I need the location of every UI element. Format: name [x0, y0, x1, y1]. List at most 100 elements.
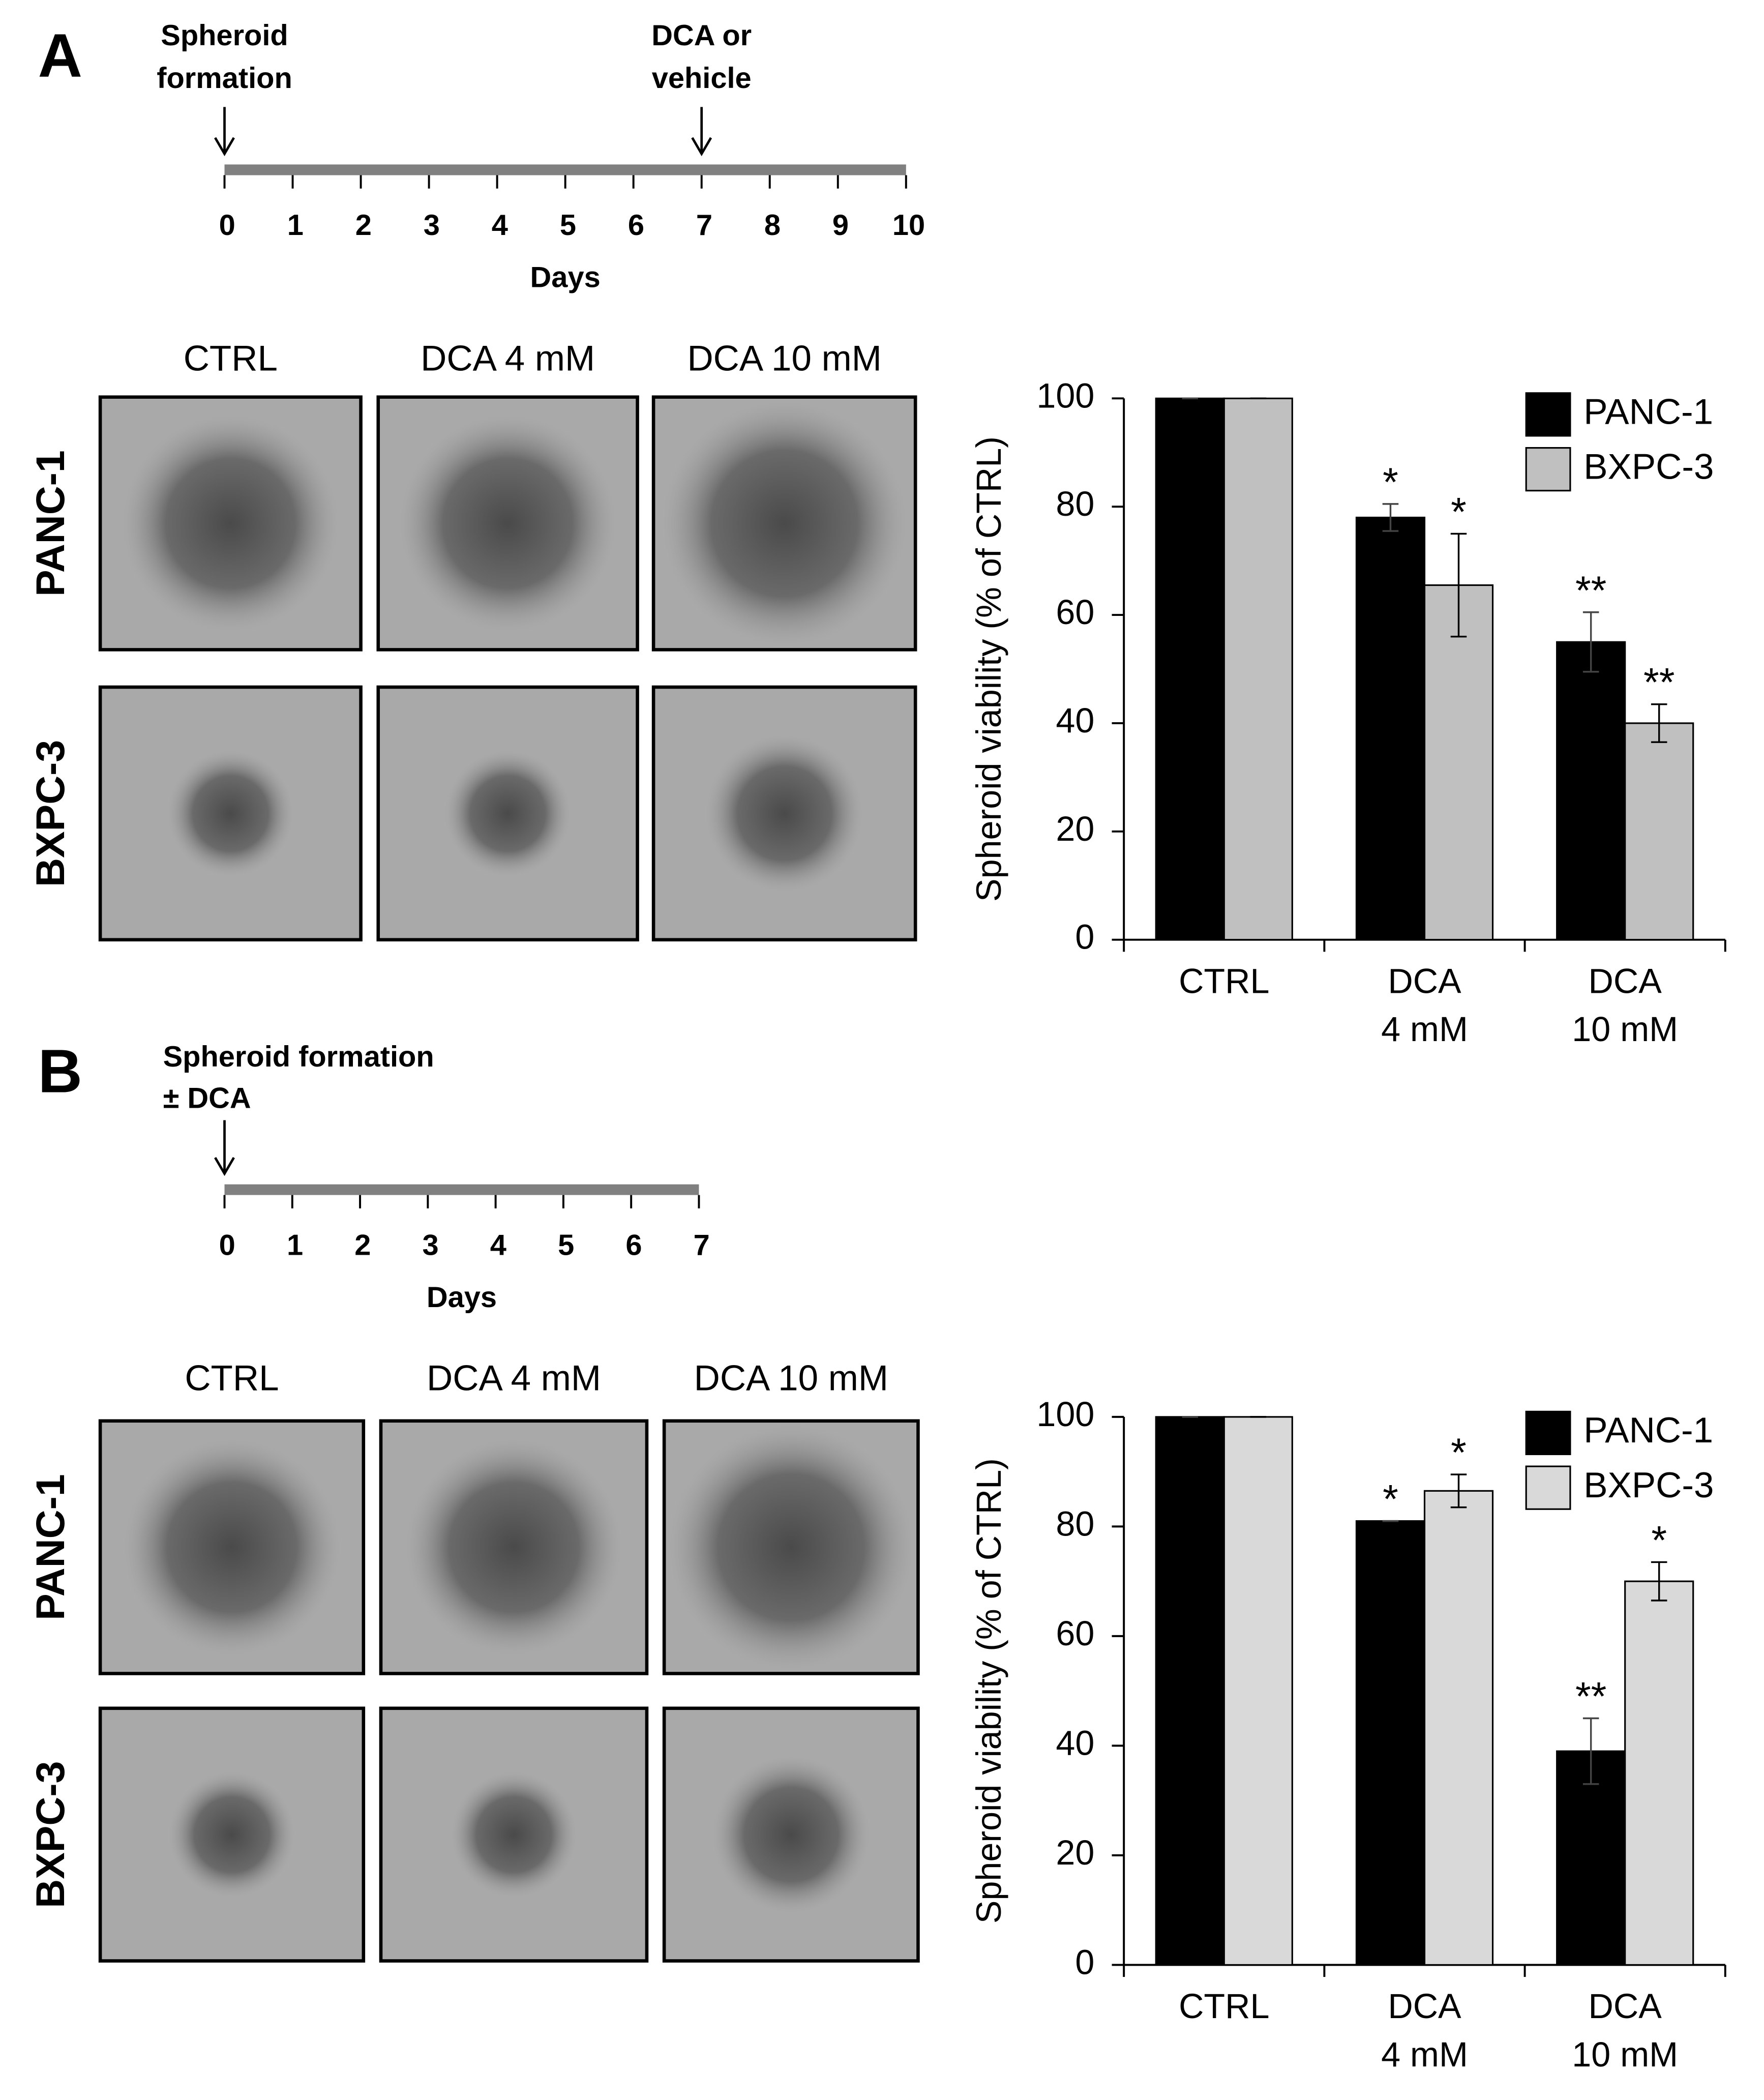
- event-label: DCA or: [651, 19, 752, 52]
- timeline-tick-label: 9: [832, 209, 849, 242]
- event-label: ± DCA: [163, 1082, 251, 1114]
- y-tick-label: 0: [1075, 918, 1094, 957]
- legend-swatch: [1525, 1410, 1571, 1456]
- x-tick-label: DCA: [1589, 1987, 1662, 2026]
- micrograph: [98, 1419, 366, 1675]
- error-bar: [1651, 1561, 1667, 1602]
- spheroid: [169, 1772, 294, 1898]
- micrograph: [376, 395, 639, 652]
- error-bar: [1450, 1473, 1467, 1509]
- significance-label: *: [1451, 1430, 1467, 1475]
- y-axis-label: Spheroid viability (% of CTRL): [970, 1458, 1008, 1924]
- bar: [1624, 1580, 1694, 1966]
- micrograph: [98, 685, 363, 941]
- micrograph: [98, 1706, 366, 1963]
- x-tick-label: 10 mM: [1572, 1010, 1678, 1049]
- spheroid: [713, 1756, 870, 1913]
- micrograph: [662, 1706, 920, 1963]
- y-tick-label: 100: [1036, 376, 1094, 415]
- spheroid: [663, 401, 906, 645]
- bar: [1155, 1416, 1225, 1966]
- spheroid: [669, 1425, 913, 1669]
- spheroid: [451, 1772, 577, 1898]
- x-tick-label: 4 mM: [1381, 2035, 1468, 2074]
- bar: [1355, 516, 1426, 941]
- timeline: 0 1 2 3 4 5 6 7 8 9 10 Days Spheroid formation DCA or v…: [157, 19, 925, 294]
- y-tick-label: 40: [1056, 701, 1094, 740]
- error-bar: [1651, 703, 1667, 743]
- y-tick-label: 0: [1075, 1943, 1094, 1981]
- timeline-tick-label: 5: [558, 1229, 574, 1261]
- significance-label: *: [1651, 1518, 1667, 1562]
- arrow-head: [214, 137, 235, 157]
- y-tick-label: 40: [1056, 1724, 1094, 1762]
- x-tick-label: DCA: [1388, 962, 1461, 1000]
- timeline-tick-label: 4: [492, 209, 508, 242]
- row-label: PANC-1: [28, 450, 73, 597]
- significance-label: *: [1451, 489, 1467, 534]
- significance-label: **: [1575, 568, 1606, 613]
- legend-swatch: [1525, 1465, 1571, 1510]
- bar: [1556, 641, 1626, 941]
- error-bar: [1582, 611, 1599, 673]
- bar: [1423, 584, 1494, 941]
- micrograph: [662, 1419, 920, 1675]
- column-label: DCA 10 mM: [687, 338, 881, 378]
- legend-label: PANC-1: [1583, 392, 1713, 432]
- bar: [1355, 1520, 1426, 1966]
- column-label: DCA 10 mM: [694, 1358, 888, 1399]
- y-axis-label: Spheroid viability (% of CTRL): [970, 436, 1008, 902]
- bar: [1223, 397, 1293, 941]
- timeline-tick-label: 4: [490, 1229, 506, 1261]
- event-label: Spheroid: [161, 19, 288, 52]
- bar: [1624, 722, 1694, 941]
- timeline-tick-label: 0: [219, 209, 235, 242]
- timeline: 0 1 2 3 4 5 6 7 Days Spheroid formation ± DCA: [163, 1041, 710, 1314]
- x-tick-label: DCA: [1589, 962, 1662, 1000]
- error-bar: [1450, 533, 1467, 638]
- y-tick-label: 80: [1056, 485, 1094, 523]
- legend-label: BXPC-3: [1583, 447, 1714, 487]
- timeline-tick-label: 3: [424, 209, 440, 242]
- error-bar: [1582, 1717, 1599, 1785]
- column-label: CTRL: [185, 1358, 279, 1399]
- row-label: BXPC-3: [28, 1761, 73, 1908]
- timeline-tick-label: 6: [628, 209, 644, 242]
- column-label: DCA 4 mM: [421, 338, 595, 378]
- timeline-tick-label: 0: [219, 1229, 235, 1261]
- y-tick-label: 20: [1056, 1833, 1094, 1872]
- x-tick-label: CTRL: [1179, 1987, 1269, 2026]
- y-tick-label: 100: [1036, 1395, 1094, 1434]
- micrograph: [651, 685, 917, 941]
- significance-label: *: [1383, 1477, 1398, 1522]
- panel-letter: A: [38, 21, 82, 90]
- spheroid: [168, 751, 293, 876]
- timeline-tick-label: 7: [694, 1229, 710, 1261]
- legend-label: BXPC-3: [1583, 1465, 1714, 1505]
- y-tick-label: 80: [1056, 1504, 1094, 1543]
- row-label: BXPC-3: [28, 740, 73, 887]
- timeline-tick-label: 5: [560, 209, 576, 242]
- event-label: Spheroid formation: [163, 1041, 434, 1073]
- column-label: CTRL: [184, 338, 278, 378]
- timeline-tick-label: 10: [892, 209, 925, 242]
- event-label: formation: [157, 62, 292, 95]
- micrograph: [376, 685, 639, 941]
- bar-chart: 0 20 40 60 80 100 Spheroid viability (% of CTR…: [970, 1395, 1726, 2074]
- x-tick-label: CTRL: [1179, 962, 1269, 1000]
- timeline-axis-label: Days: [530, 261, 601, 294]
- legend-swatch: [1525, 392, 1571, 437]
- micrograph: [98, 395, 363, 652]
- timeline-tick-label: 2: [354, 1229, 371, 1261]
- timeline-tick-label: 1: [287, 1229, 303, 1261]
- arrow-head: [214, 1157, 235, 1176]
- bar-chart: 0 20 40 60 80 100 Spheroid viability (% of CTR…: [970, 376, 1726, 1049]
- significance-label: *: [1383, 460, 1398, 505]
- spheroid: [706, 735, 863, 892]
- legend-label: PANC-1: [1583, 1410, 1713, 1451]
- spheroid: [445, 751, 571, 876]
- timeline-tick-label: 1: [287, 209, 304, 242]
- spheroid: [406, 1439, 622, 1655]
- y-tick-label: 60: [1056, 593, 1094, 632]
